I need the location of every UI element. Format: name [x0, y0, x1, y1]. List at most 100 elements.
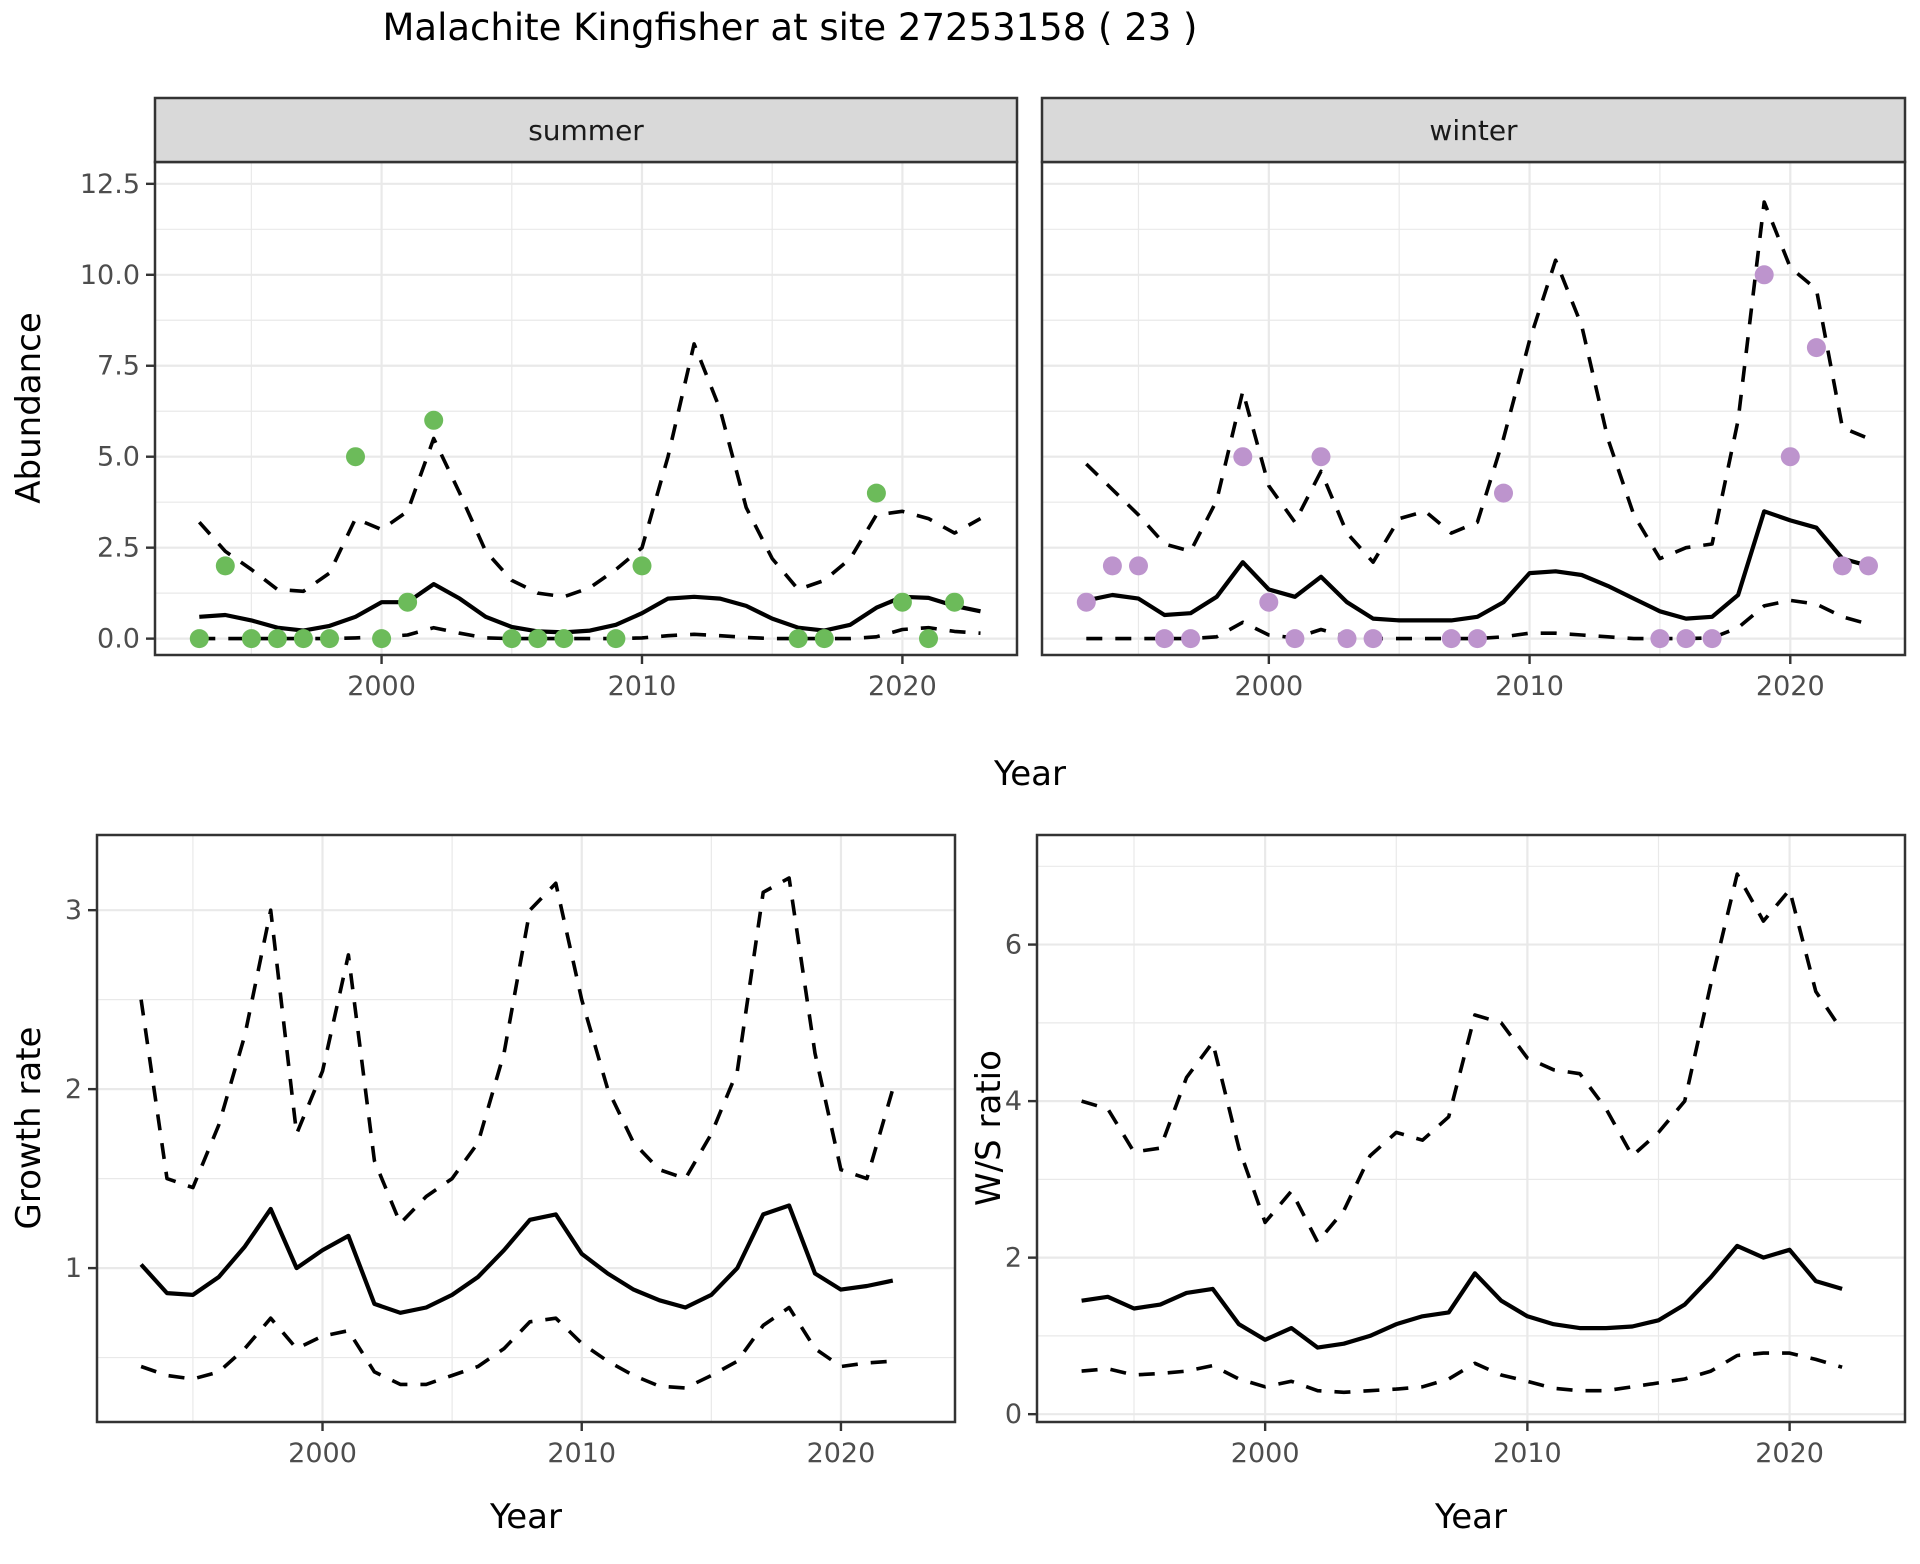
data-point	[320, 629, 339, 649]
data-point	[1780, 447, 1800, 467]
x-tick-label: 2020	[1756, 671, 1825, 702]
data-point	[1676, 629, 1696, 649]
strip-label-summer: summer	[528, 114, 644, 147]
data-point	[606, 629, 626, 649]
x-tick-label: 2020	[807, 1438, 876, 1469]
data-point	[1129, 556, 1148, 576]
data-point	[1259, 592, 1279, 612]
x-tick-label: 2020	[1755, 1438, 1824, 1469]
x-tick-label: 2010	[608, 671, 677, 702]
data-point	[502, 629, 522, 649]
x-tick-label: 2000	[347, 671, 416, 702]
data-point	[1702, 629, 1722, 649]
panel-abundance-summer: summer 2000 2010 2020 0.0 2.5 5.0 7.5 10.0 12.5	[80, 96, 1019, 702]
data-point	[632, 556, 652, 576]
data-point	[1076, 592, 1096, 612]
panel-abundance-winter: winter 2000 2010 2020	[1040, 96, 1907, 702]
data-point	[814, 629, 834, 649]
y-axis-title-growth-rate: Growth rate	[9, 1027, 49, 1230]
y-tick-label: 0.0	[97, 624, 140, 655]
data-point	[866, 483, 886, 503]
x-tick-label: 2000	[1234, 671, 1303, 702]
data-point	[215, 556, 235, 576]
x-tick-label: 2000	[288, 1438, 357, 1469]
x-axis-title-growth-rate: Year	[489, 1497, 562, 1537]
mean-line	[1081, 1243, 1843, 1350]
data-point	[1832, 556, 1852, 576]
data-point	[346, 447, 365, 467]
x-tick-label: 2020	[868, 671, 937, 702]
data-point	[554, 629, 574, 649]
data-point	[1650, 629, 1670, 649]
x-axis-title-ws-ratio: Year	[1434, 1497, 1507, 1537]
upper-ci-line	[1081, 872, 1844, 1244]
data-point	[892, 592, 912, 612]
panel-border	[1035, 833, 1907, 1424]
y-tick-label: 2	[65, 1074, 82, 1105]
panel-background	[1042, 162, 1905, 655]
x-tick-label: 2010	[1493, 1438, 1562, 1469]
y-tick-label: 10.0	[80, 260, 140, 291]
data-point	[241, 629, 261, 649]
data-point	[1155, 629, 1174, 649]
data-point	[1441, 629, 1461, 649]
data-point	[398, 592, 418, 612]
data-point	[1363, 629, 1383, 649]
y-tick-label: 5.0	[97, 442, 140, 473]
data-point	[424, 410, 444, 430]
lower-ci-line	[1086, 598, 1869, 641]
mean-line	[139, 1203, 894, 1315]
y-axis-title-ws-ratio: W/S ratio	[969, 1050, 1009, 1206]
y-axis-title-abundance: Abundance	[9, 312, 49, 504]
y-tick-label: 12.5	[80, 169, 140, 200]
y-tick-label: 4	[1005, 1086, 1022, 1117]
data-point	[372, 629, 392, 649]
mean-line	[199, 582, 981, 635]
strip-label-winter: winter	[1429, 114, 1518, 147]
upper-ci-line	[139, 876, 895, 1226]
data-point	[528, 629, 548, 649]
lower-ci-line	[140, 1305, 893, 1390]
panel-border	[95, 833, 957, 1424]
panel-background	[1037, 835, 1905, 1422]
data-point	[189, 629, 209, 649]
data-point	[267, 629, 287, 649]
panel-background	[155, 162, 1017, 655]
y-tick-label: 7.5	[97, 351, 140, 382]
data-point	[788, 629, 808, 649]
x-tick-label: 2010	[547, 1438, 616, 1469]
data-point	[1467, 629, 1487, 649]
data-point	[1494, 483, 1513, 503]
figure-title: Malachite Kingfisher at site 27253158 ( …	[382, 6, 1198, 49]
y-tick-label: 1	[65, 1253, 82, 1284]
data-point	[945, 592, 964, 612]
summer-observations	[189, 410, 964, 649]
x-tick-label: 2010	[1495, 671, 1564, 702]
data-point	[1754, 265, 1774, 285]
lower-ci-line	[1081, 1351, 1843, 1395]
data-point	[1233, 447, 1253, 467]
data-point	[1337, 629, 1357, 649]
y-tick-label: 0	[1005, 1399, 1022, 1430]
data-point	[919, 629, 938, 649]
data-point	[1311, 447, 1331, 467]
data-point	[1285, 629, 1305, 649]
data-point	[1181, 629, 1201, 649]
facet-strip	[1040, 96, 1907, 164]
y-tick-label: 3	[65, 895, 82, 926]
mean-line	[1085, 509, 1870, 623]
data-point	[1102, 556, 1122, 576]
x-tick-label: 2000	[1231, 1438, 1300, 1469]
x-axis-title-abundance: Year	[993, 754, 1066, 794]
data-point	[1806, 338, 1826, 358]
y-tick-label: 2.5	[97, 533, 140, 564]
y-tick-label: 2	[1005, 1243, 1022, 1274]
y-tick-label: 6	[1005, 930, 1022, 961]
panel-ws-ratio: 2000 2010 2020 0 2 4 6	[1005, 833, 1907, 1469]
data-point	[293, 629, 313, 649]
data-point	[1859, 556, 1878, 576]
panel-growth-rate: 2000 2010 2020 1 2 3	[65, 833, 957, 1469]
facet-strip	[153, 96, 1019, 164]
winter-observations	[1076, 265, 1878, 649]
